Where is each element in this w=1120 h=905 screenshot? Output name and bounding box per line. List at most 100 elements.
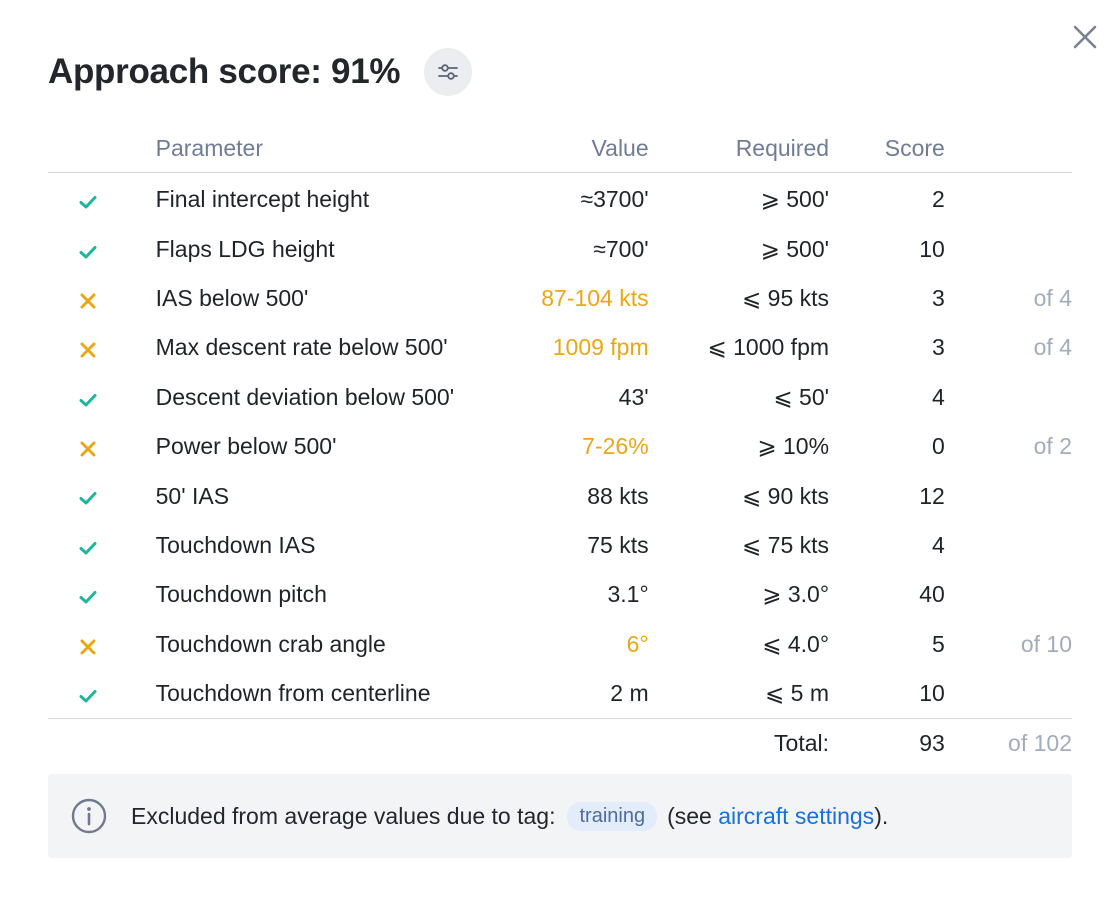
required-cell: ⩾ 3.0° (762, 581, 830, 608)
table-row: Touchdown IAS 75 kts ⩽ 75 kts 4 (48, 521, 1072, 570)
score-rows: Final intercept height ≈3700' ⩾ 500' 2 Flaps… (48, 173, 1072, 719)
value-cell: 75 kts (587, 531, 649, 558)
total-max-score: of 102 (1008, 729, 1072, 756)
score-settings-button[interactable] (424, 48, 473, 96)
score-cell: 2 (932, 186, 945, 213)
table-row: Touchdown pitch 3.1° ⩾ 3.0° 40 (48, 570, 1072, 619)
value-column-header: Value (591, 134, 649, 161)
close-icon (1073, 25, 1097, 49)
score-cell: 10 (919, 235, 945, 262)
score-cell: 4 (932, 383, 945, 410)
cross-icon (78, 339, 98, 359)
table-row: 50' IAS 88 kts ⩽ 90 kts 12 (48, 471, 1072, 520)
max-score-cell (945, 173, 1072, 225)
parameter-column-header: Parameter (155, 134, 263, 161)
dialog-header: Approach score: 91% (48, 48, 473, 96)
aircraft-settings-link[interactable]: aircraft settings (718, 802, 875, 829)
required-cell: ⩽ 75 kts (742, 531, 830, 558)
value-cell: 6° (626, 630, 649, 657)
parameter-cell: Flaps LDG height (155, 235, 335, 262)
table-row: Final intercept height ≈3700' ⩾ 500' 2 (48, 173, 1072, 225)
parameter-cell: Final intercept height (155, 186, 370, 213)
max-score-cell (945, 521, 1072, 570)
required-cell: ⩽ 95 kts (742, 284, 830, 311)
total-row: Total: 93 of 102 (48, 718, 1072, 768)
parameter-cell: Power below 500' (155, 433, 337, 460)
check-icon (78, 685, 98, 705)
max-column-header (945, 124, 1072, 173)
exclusion-notice: Excluded from average values due to tag:… (48, 774, 1072, 858)
check-icon (78, 586, 98, 606)
parameter-cell: Touchdown crab angle (155, 630, 386, 657)
required-cell: ⩽ 4.0° (762, 630, 830, 657)
max-score-cell (945, 224, 1072, 273)
max-score-cell: of 2 (1033, 433, 1072, 460)
sliders-icon (438, 64, 459, 80)
score-cell: 4 (932, 531, 945, 558)
value-cell: ≈3700' (580, 186, 649, 213)
table-row: IAS below 500' 87-104 kts ⩽ 95 kts 3 of 4 (48, 274, 1072, 323)
check-icon (78, 191, 98, 211)
required-cell: ⩾ 500' (760, 186, 830, 213)
status-column-header (48, 124, 156, 173)
status-cell (48, 521, 156, 570)
table-row: Descent deviation below 500' 43' ⩽ 50' 4 (48, 373, 1072, 422)
status-cell (48, 323, 156, 372)
required-cell: ⩾ 500' (760, 235, 830, 262)
max-score-cell (945, 471, 1072, 520)
cross-icon (78, 290, 98, 310)
notice-text-end: ). (874, 802, 889, 829)
value-cell: ≈700' (593, 235, 649, 262)
max-score-cell (945, 373, 1072, 422)
value-cell: 88 kts (587, 482, 649, 509)
total-score: 93 (919, 729, 945, 756)
max-score-cell (945, 669, 1072, 719)
close-button[interactable] (1070, 22, 1100, 52)
status-cell (48, 422, 156, 471)
status-cell (48, 173, 156, 225)
table-row: Power below 500' 7-26% ⩾ 10% 0 of 2 (48, 422, 1072, 471)
value-cell: 87-104 kts (541, 284, 649, 311)
max-score-cell: of 4 (1033, 334, 1072, 361)
table-row: Touchdown from centerline 2 m ⩽ 5 m 10 (48, 669, 1072, 719)
required-cell: ⩽ 5 m (765, 680, 830, 707)
cross-icon (78, 438, 98, 458)
value-cell: 7-26% (582, 433, 649, 460)
status-cell (48, 224, 156, 273)
status-cell (48, 570, 156, 619)
score-table: Parameter Value Required Score Final int… (48, 124, 1072, 767)
status-cell (48, 373, 156, 422)
parameter-cell: Touchdown pitch (155, 581, 327, 608)
value-cell: 43' (618, 383, 649, 410)
max-score-cell (945, 570, 1072, 619)
parameter-cell: Touchdown from centerline (155, 680, 431, 707)
tag-badge: training (567, 801, 658, 831)
total-label: Total: (774, 729, 830, 756)
required-cell: ⩽ 50' (773, 383, 830, 410)
score-cell: 5 (932, 630, 945, 657)
cross-icon (78, 636, 98, 656)
score-column-header: Score (884, 134, 945, 161)
score-cell: 40 (919, 581, 945, 608)
status-cell (48, 471, 156, 520)
parameter-cell: Descent deviation below 500' (155, 383, 455, 410)
check-icon (78, 241, 98, 261)
status-cell (48, 669, 156, 719)
check-icon (78, 487, 98, 507)
table-row: Flaps LDG height ≈700' ⩾ 500' 10 (48, 224, 1072, 273)
check-icon (78, 537, 98, 557)
score-cell: 12 (919, 482, 945, 509)
max-score-cell: of 10 (1020, 630, 1072, 657)
info-icon (71, 798, 107, 834)
check-icon (78, 389, 98, 409)
required-cell: ⩾ 10% (757, 433, 830, 460)
required-cell: ⩽ 1000 fpm (707, 334, 830, 361)
table-header-row: Parameter Value Required Score (48, 124, 1072, 173)
score-cell: 10 (919, 680, 945, 707)
score-cell: 3 (932, 334, 945, 361)
table-row: Max descent rate below 500' 1009 fpm ⩽ 100… (48, 323, 1072, 372)
status-cell (48, 620, 156, 669)
value-cell: 1009 fpm (552, 334, 649, 361)
notice-text-see: (see (667, 802, 712, 829)
